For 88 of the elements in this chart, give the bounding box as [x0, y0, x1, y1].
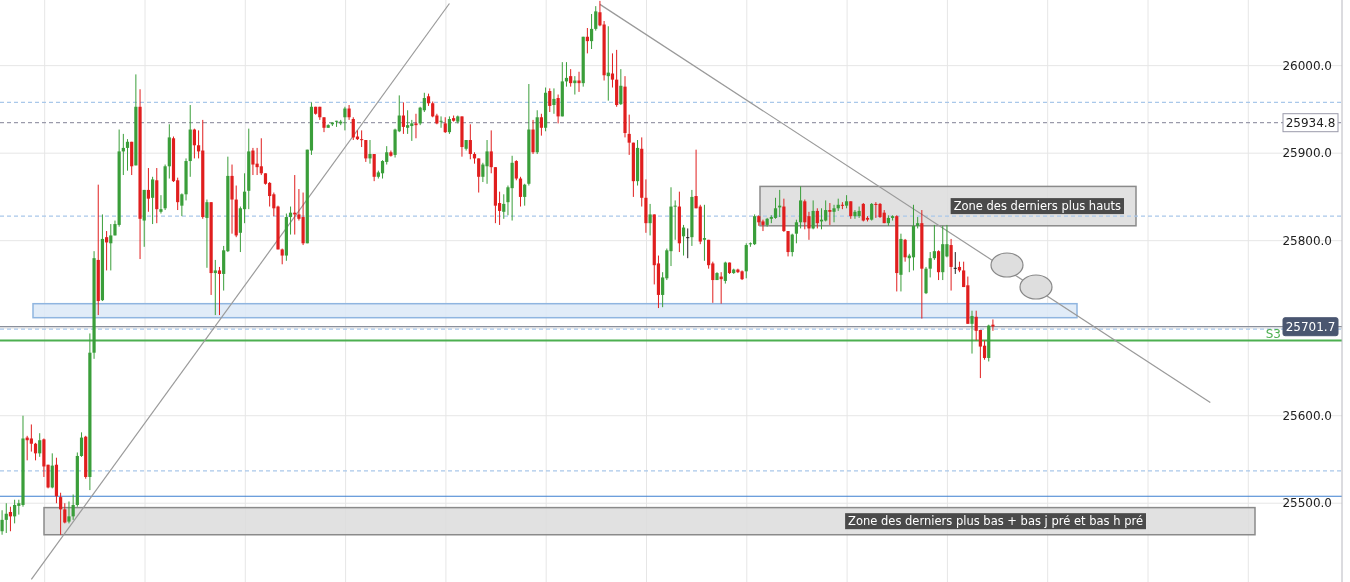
candlestick — [485, 139, 489, 185]
candlestick — [489, 129, 493, 174]
candlestick — [59, 492, 63, 536]
candlestick — [828, 202, 832, 226]
candlestick — [531, 119, 535, 155]
candlestick — [589, 13, 594, 50]
y-tick-label: 25900.0 — [1282, 146, 1332, 161]
candlestick — [627, 114, 631, 156]
candlestick — [794, 219, 799, 244]
candlestick — [799, 185, 803, 229]
candlestick — [217, 266, 222, 316]
candlestick — [594, 5, 598, 32]
candlestick — [970, 310, 974, 355]
band-label: Zone des derniers plus bas + bas j pré et bas h pré — [848, 514, 1143, 529]
candlestick — [109, 223, 113, 271]
candlestick — [146, 167, 151, 213]
candlestick — [259, 137, 263, 176]
candlestick — [50, 452, 54, 489]
candlestick — [192, 128, 196, 159]
candlestick — [556, 94, 560, 124]
candlestick — [401, 101, 406, 135]
candlestick — [477, 157, 481, 194]
candlestick — [773, 197, 778, 220]
candlestick — [853, 209, 857, 220]
band-label: Zone des derniers plus hauts — [953, 199, 1121, 214]
candlestick — [577, 71, 581, 93]
candlestick — [4, 502, 8, 534]
candlestick — [29, 423, 33, 453]
candlestick — [368, 139, 372, 165]
candlestick — [648, 203, 652, 236]
candlestick — [502, 193, 506, 220]
candlestick — [364, 139, 368, 163]
candlestick — [790, 233, 794, 257]
candlestick — [71, 493, 75, 521]
candlestick — [63, 502, 67, 524]
candlestick — [932, 224, 936, 261]
candlestick — [702, 204, 707, 262]
ref-line-label: 25934.8 — [1285, 116, 1336, 131]
y-tick-label: 25800.0 — [1282, 233, 1332, 248]
candlestick — [125, 138, 130, 172]
candlestick — [610, 52, 615, 89]
candlestick — [439, 115, 443, 129]
candlestick — [514, 159, 518, 181]
candlestick — [38, 432, 42, 458]
candlestick — [686, 227, 690, 259]
candlestick — [79, 431, 84, 458]
ref-line-label: 25701.7 — [1285, 320, 1336, 335]
candlestick — [360, 129, 364, 148]
candlestick — [832, 204, 836, 223]
y-tick-label: 26000.0 — [1282, 58, 1332, 73]
candlestick — [874, 201, 878, 219]
candlestick — [803, 199, 807, 230]
candlestick — [539, 113, 543, 137]
candlestick — [518, 176, 523, 208]
candlestick — [414, 113, 418, 139]
y-tick-label: 25500.0 — [1282, 496, 1332, 511]
ref-line-label: S3 — [1265, 327, 1281, 342]
candlestick — [761, 219, 765, 232]
candlestick — [343, 106, 347, 131]
candlestick — [205, 199, 209, 269]
candlestick — [953, 251, 957, 275]
candlestick — [936, 249, 941, 281]
candlestick — [351, 116, 355, 141]
candlestick — [552, 87, 556, 115]
candlestick — [468, 123, 472, 160]
candlestick — [548, 87, 552, 113]
candlestick — [213, 259, 217, 316]
candlestick — [196, 129, 201, 159]
candlestick — [0, 509, 4, 536]
candlestick — [230, 164, 234, 235]
candlestick — [410, 119, 414, 142]
candlestick — [372, 153, 376, 182]
candlestick — [406, 109, 410, 135]
candlestick — [949, 238, 953, 292]
candlestick — [13, 499, 17, 524]
candlestick — [347, 104, 351, 121]
y-tick-label: 25600.0 — [1282, 408, 1332, 423]
candlestick — [928, 251, 932, 278]
candlestick — [523, 183, 527, 207]
candlestick — [811, 199, 815, 230]
candlestick — [815, 207, 819, 229]
candlestick — [673, 199, 677, 241]
candlestick — [619, 68, 623, 106]
candlestick — [67, 500, 71, 524]
candlestick — [151, 176, 155, 225]
candlestick — [251, 147, 255, 176]
candlestick — [903, 238, 907, 263]
candlestick — [723, 261, 727, 285]
